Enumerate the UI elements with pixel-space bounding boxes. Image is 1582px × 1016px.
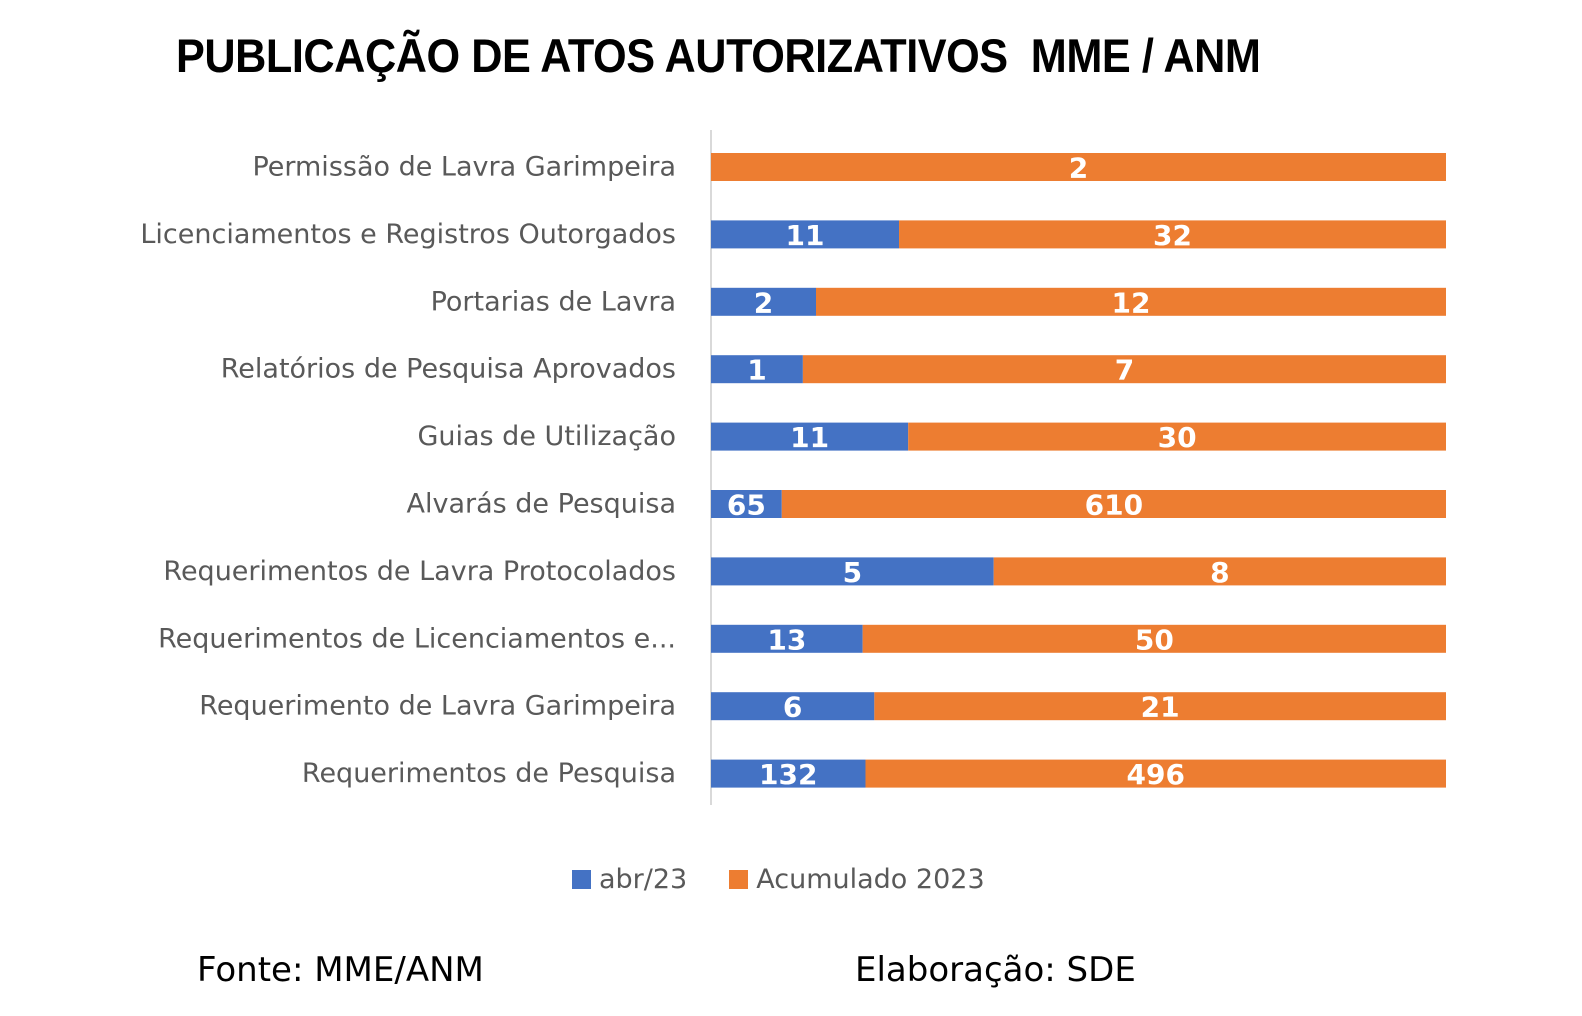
data-label: 496 — [1127, 758, 1185, 791]
bar-segment-abr23 — [711, 759, 866, 788]
source-note: Fonte: MME/ANM — [197, 950, 484, 990]
bar-segment-acumulado — [816, 287, 1446, 316]
category-label: Requerimentos de Pesquisa — [302, 758, 676, 789]
category-label: Relatórios de Pesquisa Aprovados — [221, 354, 676, 385]
bar-segment-acumulado — [781, 490, 1446, 518]
bar-segment-abr23 — [711, 355, 803, 384]
bar-segment-acumulado — [711, 153, 1446, 181]
category-label: Requerimentos de Lavra Protocolados — [163, 556, 676, 587]
bar-chart: Permissão de Lavra Garimpeira-2Licenciam… — [140, 130, 1446, 805]
data-label: 32 — [1153, 219, 1192, 252]
bar-segment-abr23 — [711, 422, 909, 451]
data-label: 21 — [1141, 691, 1180, 724]
category-label: Licenciamentos e Registros Outorgados — [140, 219, 676, 250]
data-label: 7 — [1115, 354, 1134, 387]
legend-label-abr23: abr/23 — [599, 864, 688, 895]
data-label: 2 — [1069, 152, 1088, 185]
bar-segment-acumulado — [862, 624, 1446, 653]
legend-item-abr23: abr/23 — [572, 864, 687, 895]
data-label: 11 — [790, 421, 829, 454]
bar-segment-abr23 — [711, 220, 900, 249]
chart-legend: abr/23 Acumulado 2023 — [572, 864, 1027, 895]
category-label: Requerimentos de Licenciamentos e... — [158, 623, 676, 654]
data-label: 1 — [747, 354, 766, 387]
bar-segment-abr23 — [711, 490, 782, 518]
data-label: 11 — [786, 219, 825, 252]
bar-segment-acumulado — [993, 557, 1446, 586]
legend-swatch-acumulado — [729, 870, 749, 889]
data-label: 132 — [759, 758, 817, 791]
bar-segment-abr23 — [711, 624, 863, 653]
legend-item-acumulado: Acumulado 2023 — [729, 864, 985, 895]
data-label: 8 — [1210, 556, 1229, 589]
category-label: Alvarás de Pesquisa — [407, 489, 677, 520]
bar-segment-acumulado — [874, 692, 1446, 721]
bar-segment-acumulado — [802, 355, 1446, 384]
author-note: Elaboração: SDE — [855, 950, 1136, 990]
bar-segment-acumulado — [865, 759, 1446, 788]
bar-segment-abr23 — [711, 557, 994, 586]
data-label: 2 — [754, 286, 773, 319]
data-label: 65 — [727, 489, 766, 522]
data-label: 13 — [767, 623, 806, 656]
data-label: 50 — [1135, 623, 1174, 656]
bar-segment-acumulado — [908, 422, 1446, 451]
category-label: Portarias de Lavra — [431, 286, 676, 317]
data-label: 12 — [1112, 286, 1151, 319]
bar-segment-abr23 — [711, 692, 875, 721]
bar-segment-acumulado — [899, 220, 1446, 249]
data-label: 6 — [783, 691, 802, 724]
data-label: 5 — [843, 556, 862, 589]
category-label: Guias de Utilização — [417, 421, 676, 452]
data-label: 30 — [1158, 421, 1197, 454]
legend-label-acumulado: Acumulado 2023 — [756, 864, 985, 895]
data-label: 610 — [1085, 489, 1143, 522]
chart-title: PUBLICAÇÃO DE ATOS AUTORIZATIVOS MME / A… — [176, 29, 1261, 82]
legend-swatch-abr23 — [572, 870, 591, 889]
bar-segment-abr23 — [711, 287, 816, 316]
category-label: Permissão de Lavra Garimpeira — [252, 152, 676, 183]
category-label: Requerimento de Lavra Garimpeira — [199, 691, 676, 722]
